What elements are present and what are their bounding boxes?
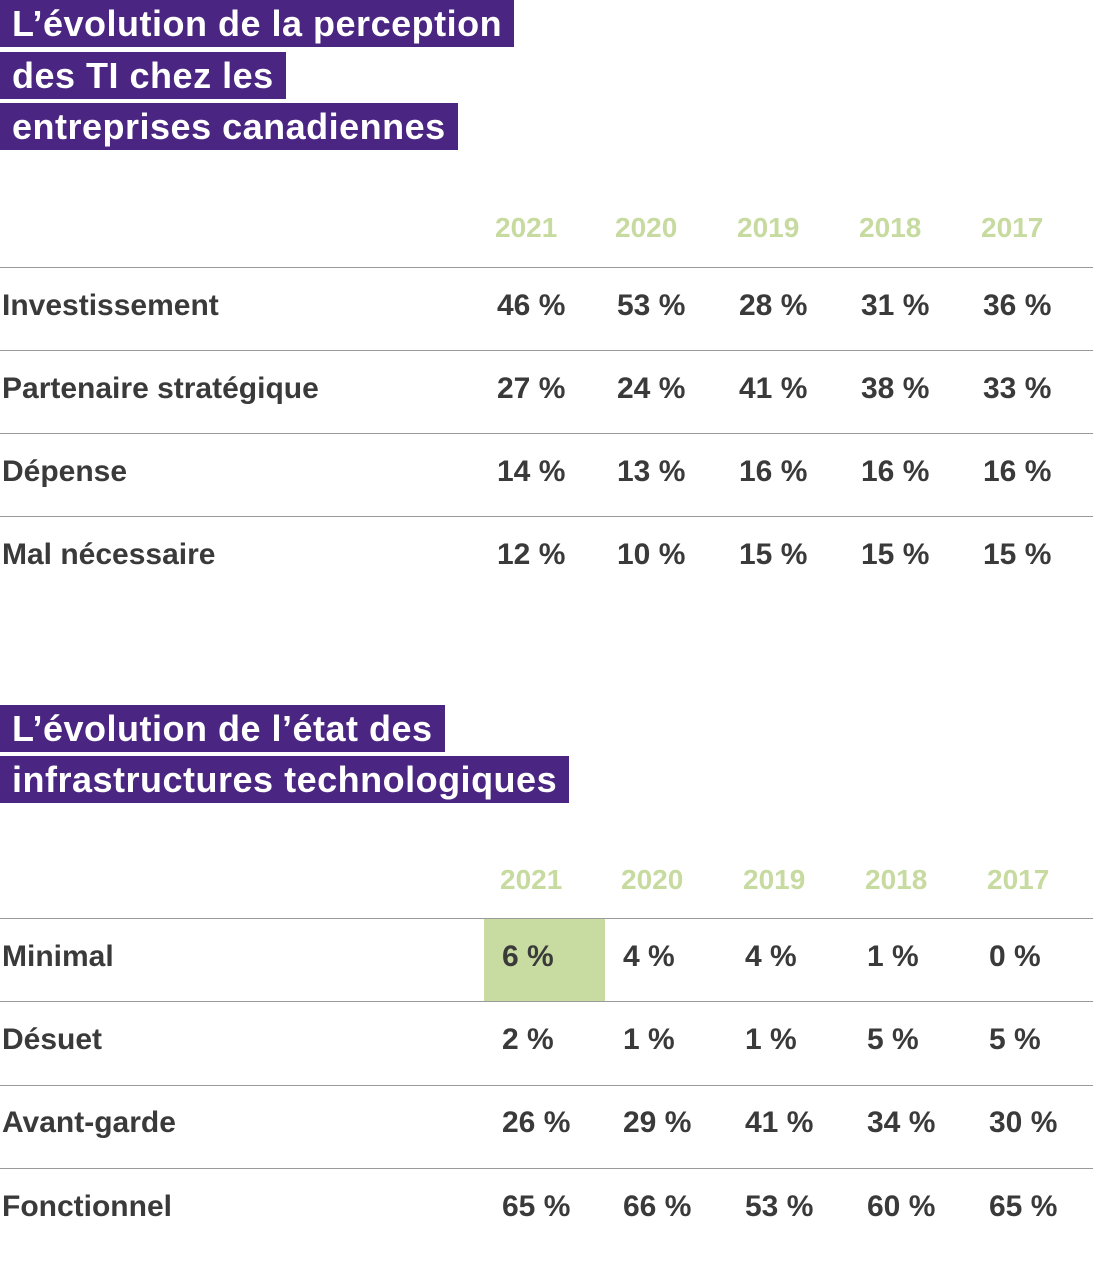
title-line: des TI chez les bbox=[0, 52, 286, 99]
cell-value: 34 % bbox=[867, 1106, 936, 1140]
divider bbox=[0, 350, 1093, 351]
divider bbox=[0, 267, 1093, 268]
year-header: 2018 bbox=[859, 212, 922, 243]
cell-value: 1 % bbox=[623, 1022, 675, 1056]
row-label: Dépense bbox=[2, 454, 128, 488]
title-line: L’évolution de l’état des bbox=[0, 705, 445, 752]
cell-value: 41 % bbox=[745, 1106, 814, 1140]
divider bbox=[0, 918, 1093, 919]
title-line: L’évolution de la perception bbox=[0, 0, 515, 47]
cell-value: 46 % bbox=[497, 288, 566, 322]
divider bbox=[0, 1167, 1093, 1169]
divider bbox=[0, 1001, 1093, 1003]
table-row: Minimal 6 % 4 % 4 % 1 % 0 % bbox=[0, 918, 1093, 1001]
cell-value: 4 % bbox=[745, 939, 797, 973]
cell-value: 33 % bbox=[983, 371, 1052, 405]
cell-value: 65 % bbox=[502, 1189, 571, 1223]
row-label: Mal nécessaire bbox=[2, 537, 216, 571]
table-row: Désuet 2 % 1 % 1 % 5 % 5 % bbox=[0, 1001, 1093, 1084]
row-label: Investissement bbox=[2, 288, 219, 322]
cell-value: 53 % bbox=[617, 288, 686, 322]
cell-value: 29 % bbox=[623, 1106, 692, 1140]
cell-value: 2 % bbox=[502, 1022, 554, 1056]
cell-value: 66 % bbox=[623, 1189, 692, 1223]
cell-value: 6 % bbox=[502, 939, 554, 973]
cell-value: 5 % bbox=[989, 1022, 1041, 1056]
cell-value: 4 % bbox=[623, 939, 675, 973]
year-header: 2021 bbox=[500, 864, 563, 895]
cell-value: 10 % bbox=[617, 537, 686, 571]
cell-value: 1 % bbox=[867, 939, 919, 973]
cell-value: 38 % bbox=[861, 371, 930, 405]
cell-value: 16 % bbox=[739, 454, 808, 488]
cell-value: 65 % bbox=[989, 1189, 1058, 1223]
row-label: Minimal bbox=[2, 939, 114, 973]
cell-value: 16 % bbox=[983, 454, 1052, 488]
title-line: infrastructures technologiques bbox=[0, 756, 570, 803]
year-header: 2021 bbox=[495, 212, 558, 243]
cell-value: 24 % bbox=[617, 371, 686, 405]
year-header: 2019 bbox=[737, 212, 800, 243]
cell-value: 41 % bbox=[739, 371, 808, 405]
cell-value: 60 % bbox=[867, 1189, 936, 1223]
year-header: 2017 bbox=[987, 864, 1050, 895]
cell-value: 28 % bbox=[739, 288, 808, 322]
cell-value: 12 % bbox=[497, 537, 566, 571]
cell-value: 16 % bbox=[861, 454, 930, 488]
table-row: Dépense 14 % 13 % 16 % 16 % 16 % bbox=[0, 433, 1093, 516]
cell-value: 1 % bbox=[745, 1022, 797, 1056]
row-label: Désuet bbox=[2, 1022, 103, 1056]
cell-value: 53 % bbox=[745, 1189, 814, 1223]
divider bbox=[0, 1084, 1093, 1086]
highlighted-cell bbox=[484, 919, 605, 1001]
cell-value: 15 % bbox=[861, 537, 930, 571]
year-header: 2018 bbox=[865, 864, 928, 895]
cell-value: 13 % bbox=[617, 454, 686, 488]
cell-value: 0 % bbox=[989, 939, 1041, 973]
cell-value: 14 % bbox=[497, 454, 566, 488]
row-label: Avant-garde bbox=[2, 1106, 176, 1140]
cell-value: 26 % bbox=[502, 1106, 571, 1140]
cell-value: 36 % bbox=[983, 288, 1052, 322]
year-header: 2017 bbox=[981, 212, 1044, 243]
cell-value: 31 % bbox=[861, 288, 930, 322]
divider bbox=[0, 516, 1093, 517]
cell-value: 15 % bbox=[983, 537, 1052, 571]
cell-value: 15 % bbox=[739, 537, 808, 571]
title-line: entreprises canadiennes bbox=[0, 103, 458, 150]
divider bbox=[0, 433, 1093, 434]
year-header: 2019 bbox=[743, 864, 806, 895]
cell-value: 5 % bbox=[867, 1022, 919, 1056]
row-label: Partenaire stratégique bbox=[2, 371, 319, 405]
table-row: Investissement 46 % 53 % 28 % 31 % 36 % bbox=[0, 267, 1093, 350]
table-row: Fonctionnel 65 % 66 % 53 % 60 % 65 % bbox=[0, 1168, 1093, 1251]
row-label: Fonctionnel bbox=[2, 1189, 172, 1223]
year-header: 2020 bbox=[615, 212, 678, 243]
year-header: 2020 bbox=[621, 864, 684, 895]
table-row: Avant-garde 26 % 29 % 41 % 34 % 30 % bbox=[0, 1085, 1093, 1168]
cell-value: 30 % bbox=[989, 1106, 1058, 1140]
table-row: Mal nécessaire 12 % 10 % 15 % 15 % 15 % bbox=[0, 516, 1093, 599]
table-row: Partenaire stratégique 27 % 24 % 41 % 38 % 33… bbox=[0, 350, 1093, 433]
cell-value: 27 % bbox=[497, 371, 566, 405]
